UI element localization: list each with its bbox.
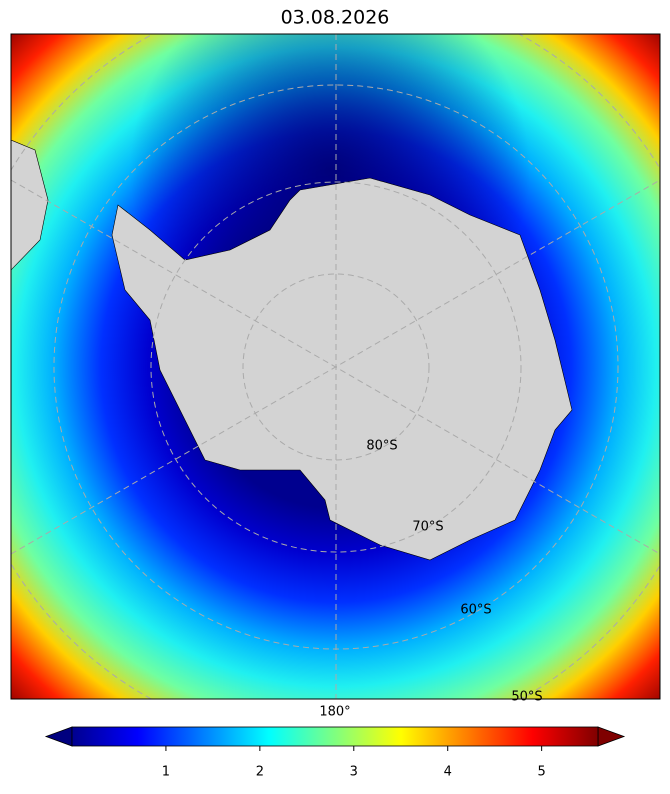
lon-label: 180° [319,705,350,720]
colorbar-extend-low [44,726,73,747]
colorbar-tick-label: 5 [538,765,546,780]
map-title: 03.08.2026 [281,7,390,29]
antarctica [111,177,573,561]
lat-label: 70°S [412,520,443,535]
landmass [11,139,49,271]
lat-label: 80°S [366,439,397,454]
colorbar-tick-label: 1 [162,765,170,780]
colorbar [44,726,626,747]
colorbar-body [71,726,599,747]
map-frame [10,33,661,700]
colorbar-extend-high [597,726,626,747]
colorbar-tick-label: 4 [444,765,452,780]
map-area [11,34,660,699]
graticule [11,34,660,699]
lat-label: 50°S [511,690,542,705]
colorbar-tick-label: 3 [350,765,358,780]
lat-label: 60°S [460,603,491,618]
colorbar-tick-label: 2 [256,765,264,780]
